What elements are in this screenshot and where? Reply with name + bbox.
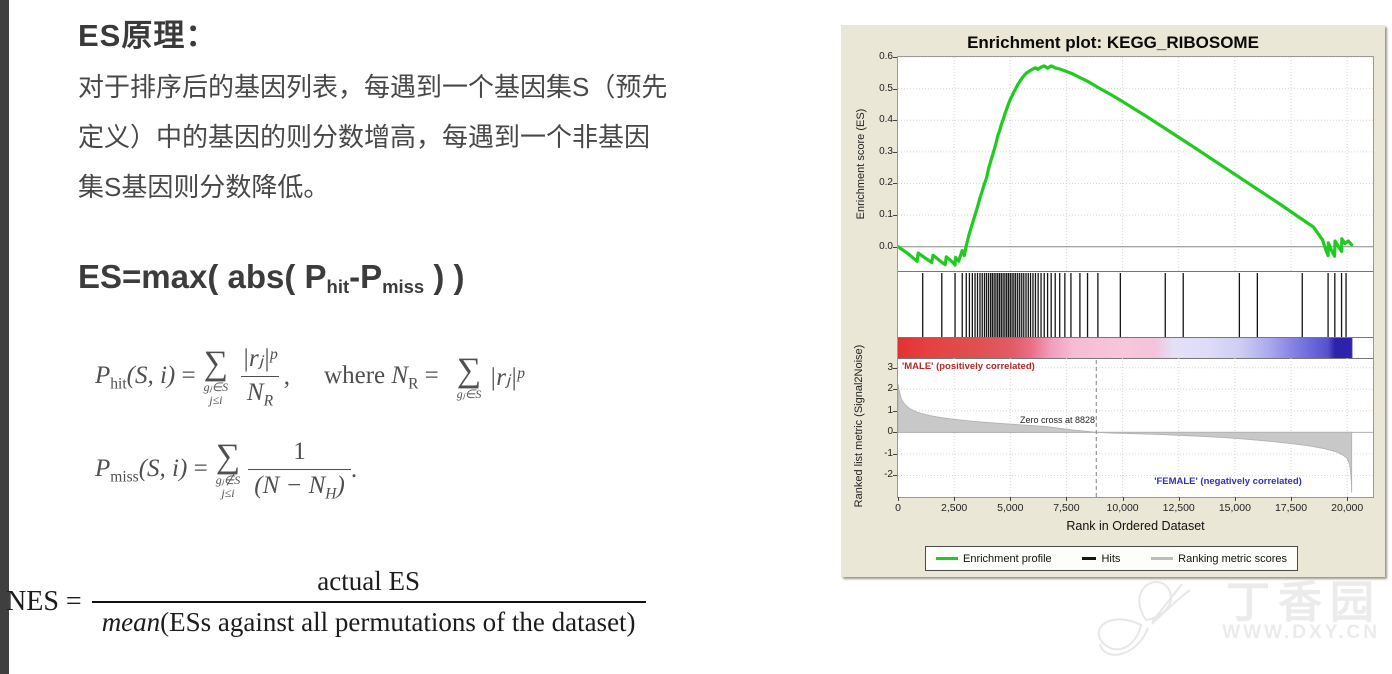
es-y-tick-label: 0.3: [879, 145, 893, 157]
x-axis-label: Rank in Ordered Dataset: [1066, 519, 1205, 533]
legend-item-enrichment-profile: Enrichment profile: [936, 553, 1052, 565]
ranked-metric-chart: [898, 358, 1373, 497]
chart-legend: Enrichment profile Hits Ranking metric s…: [925, 546, 1298, 571]
es-y-tick-label: 0.2: [879, 177, 893, 189]
nes-equation: NES = actual ES mean(ESs against all per…: [6, 566, 646, 638]
metric-y-tick-mark: [893, 475, 897, 477]
summation: ∑ gⱼ∈S j≤i: [203, 344, 229, 408]
es-y-tick-label: 0.4: [879, 114, 893, 126]
plot-area: [897, 56, 1374, 498]
x-tick-mark: [1234, 497, 1236, 501]
where-clause: where NR =: [324, 361, 439, 393]
x-tick-mark: [1347, 497, 1349, 501]
hits-chart: [898, 273, 1373, 338]
equation-lhs: Pmiss(S, i) =: [95, 454, 208, 486]
legend-item-ranking-metric: Ranking metric scores: [1151, 553, 1287, 565]
x-tick-label: 0: [895, 502, 901, 514]
x-tick-label: 17,500: [1274, 502, 1308, 514]
es-y-tick-label: 0.1: [879, 209, 893, 221]
metric-y-tick-mark: [893, 410, 897, 412]
summation: ∑ gⱼ∉S j≤i: [215, 437, 241, 501]
es-y-axis-label: Enrichment score (ES): [855, 108, 867, 220]
es-max-formula: ES=max( abs( Phit-Pmiss ) ): [78, 258, 465, 298]
chart-title: Enrichment plot: KEGG_RIBOSOME: [967, 33, 1259, 52]
equation-lhs: Phit(S, i) =: [95, 361, 196, 393]
legend-item-hits: Hits: [1082, 553, 1120, 565]
es-description-paragraph: 对于排序后的基因列表，每遇到一个基因集S（预先 定义）中的基因的则分数增高，每遇…: [78, 62, 758, 212]
x-tick-mark: [1010, 497, 1012, 501]
metric-y-tick-mark: [893, 389, 897, 391]
es-y-tick-mark: [893, 215, 897, 217]
es-y-tick-mark: [893, 120, 897, 122]
x-tick-mark: [1178, 497, 1180, 501]
x-tick-mark: [954, 497, 956, 501]
formula-subscript: miss: [382, 276, 425, 298]
paragraph-line: 集S基因则分数降低。: [78, 172, 330, 202]
summation: ∑ gⱼ∈S: [456, 351, 482, 401]
paragraph-line: 定义）中的基因的则分数增高，每遇到一个非基因: [78, 122, 651, 152]
metric-y-tick-label: 0: [887, 426, 893, 438]
x-tick-mark: [1066, 497, 1068, 501]
formula-text: ) ): [424, 258, 465, 295]
dxy-watermark: 丁香园 WWW.DXY.CN: [1086, 570, 1386, 666]
x-tick-label: 5,000: [997, 502, 1024, 514]
es-y-tick-mark: [893, 151, 897, 153]
x-tick-mark: [1122, 497, 1124, 501]
x-tick-mark: [1291, 497, 1293, 501]
enrichment-profile-curve: [898, 64, 1354, 267]
es-y-tick-mark: [893, 246, 897, 248]
metric-y-tick-label: 3: [887, 361, 893, 373]
nes-fraction: actual ES mean(ESs against all permutati…: [91, 566, 646, 638]
metric-y-tick-mark: [893, 367, 897, 369]
es-y-tick-mark: [893, 183, 897, 185]
es-y-tick-label: 0.6: [879, 51, 893, 62]
es-y-tick-mark: [893, 88, 897, 90]
ranking-metric-swatch: [1151, 557, 1174, 560]
formula-text: ES=max( abs( P: [78, 258, 327, 295]
es-y-tick-mark: [893, 57, 897, 58]
x-tick-label: 20,000: [1331, 502, 1364, 514]
page-title: ES原理：: [78, 18, 218, 53]
x-tick-label: 7,500: [1053, 502, 1080, 514]
enrichment-profile-swatch: [936, 557, 958, 560]
pmiss-equation: Pmiss(S, i) = ∑ gⱼ∉S j≤i 1 (N − NH) .: [95, 437, 358, 503]
ranking-metric-area: [898, 383, 1353, 493]
fraction: 1 (N − NH): [248, 438, 351, 503]
metric-y-tick-label: 1: [887, 404, 893, 416]
x-tick-mark: [898, 497, 899, 501]
metric-y-tick-label: -1: [884, 447, 893, 459]
x-tick-label: 15,000: [1218, 502, 1251, 514]
x-tick-label: 10,000: [1106, 502, 1139, 514]
ranking-gradient-bar: [898, 338, 1373, 358]
phit-equation: Phit(S, i) = ∑ gⱼ∈S j≤i |rⱼ|p NR , where…: [95, 344, 525, 410]
x-tick-label: 12,500: [1162, 502, 1195, 514]
fraction: |rⱼ|p NR: [240, 345, 280, 410]
gsea-enrichment-panel: Enrichment plot: KEGG_RIBOSOME Enrichmen…: [841, 25, 1385, 577]
es-y-tick-label: 0.0: [879, 240, 893, 252]
metric-y-tick-mark: [893, 432, 897, 434]
formula-text: -P: [349, 258, 383, 295]
hits-swatch: [1082, 557, 1097, 560]
enrichment-score-chart: [898, 57, 1373, 272]
metric-y-tick-mark: [893, 453, 897, 455]
paragraph-line: 对于排序后的基因列表，每遇到一个基因集S（预先: [78, 72, 668, 102]
flower-logo-icon: [1097, 581, 1191, 656]
es-y-tick-label: 0.5: [879, 82, 893, 94]
x-tick-label: 2,500: [941, 502, 968, 514]
metric-y-tick-label: 2: [887, 383, 893, 395]
metric-y-tick-label: -2: [884, 469, 893, 481]
slide-edge-strip: [0, 0, 9, 674]
watermark-url-text: WWW.DXY.CN: [1222, 622, 1380, 643]
formula-subscript: hit: [326, 276, 350, 298]
